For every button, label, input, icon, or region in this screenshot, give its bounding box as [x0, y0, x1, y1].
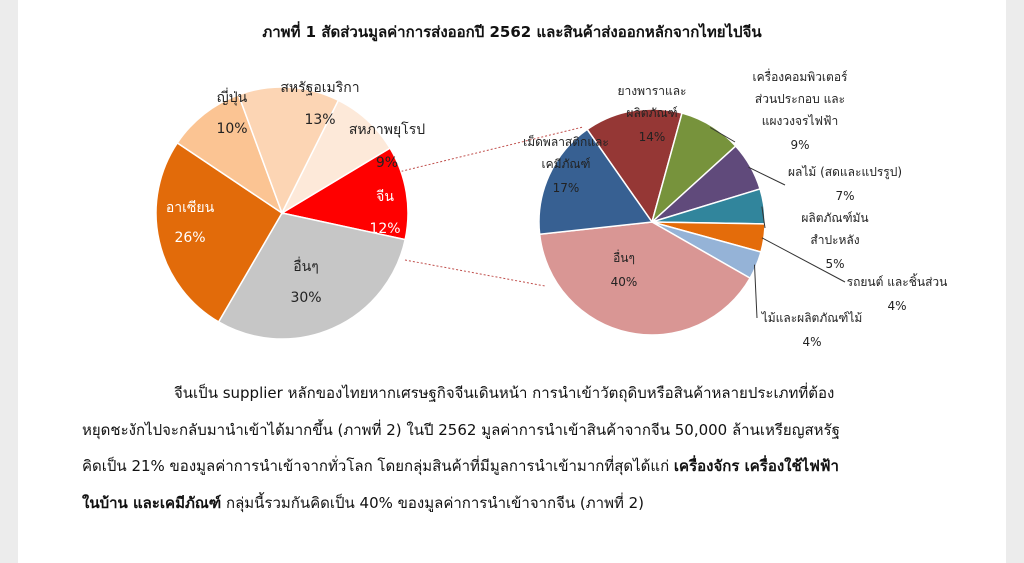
pie2-label-7-0: เม็ดพลาสติกและ [523, 134, 609, 149]
pie2-label-1-1: ส่วนประกอบ และ [755, 92, 845, 106]
pie2-slice-0 [586, 108, 683, 224]
pie2-value-3: 5% [825, 257, 844, 271]
pie2-value-0: 14% [639, 130, 666, 144]
pie1-value-3: 10% [216, 121, 247, 137]
pie2-leader-1 [709, 127, 736, 143]
pie1-label-3: ญี่ปุ่น [217, 88, 248, 106]
pie2-label-0-1: ผลิตภัณฑ์ [626, 106, 677, 120]
pie1-value-0: 12% [369, 221, 400, 237]
pie1-value-1: 30% [290, 290, 321, 306]
pie2-value-1: 9% [790, 138, 809, 152]
pie2-label-1-2: แผงวงจรไฟฟ้า [762, 114, 838, 128]
pie2-label-0-0: ยางพาราและ [618, 84, 687, 98]
paragraph-line-1: จีนเป็น supplier หลักของไทยหากเศรษฐกิจจี… [174, 384, 835, 402]
pie1-label-4: สหรัฐอเมริกา [280, 80, 359, 96]
paragraph-line-4-bold: ในบ้าน และเคมีภัณฑ์ [82, 493, 222, 512]
pie2-leader-4 [761, 237, 846, 283]
pie1-slice-0 [279, 147, 409, 241]
pie2-label-7-1: เคมีภัณฑ์ [541, 157, 590, 171]
pie2-label-4-0: รถยนต์ และชิ้นส่วน [847, 273, 948, 289]
pie1-slice-1 [217, 212, 407, 340]
pie1-slice-4 [237, 86, 340, 215]
pie1-label-0: จีน [376, 189, 394, 205]
pie-chart-export-share: จีน 12% อื่นๆ 30% อาเซียน 26% ญี่ปุ่น 10% สหรัฐอ… [155, 80, 425, 340]
pie1-slice-3 [176, 93, 284, 215]
pie2-leader-5 [754, 264, 758, 319]
connector-lines [377, 126, 584, 287]
pie2-leader-3 [761, 206, 766, 229]
pie2-label-3-0: ผลิตภัณฑ์มัน [801, 211, 868, 225]
pie1-value-4: 13% [304, 112, 335, 128]
pie1-label-2: อาเซียน [166, 200, 215, 216]
pie2-value-6: 40% [611, 275, 638, 289]
pie2-slice-7 [538, 128, 654, 236]
pie2-value-5: 4% [802, 335, 821, 349]
pie2-label-2-0: ผลไม้ (สดและแปรรูป) [788, 165, 902, 180]
body-paragraph: จีนเป็น supplier หลักของไทยหากเศรษฐกิจจี… [82, 375, 962, 521]
pie1-slice-5 [280, 99, 392, 215]
pie1-label-1: อื่นๆ [293, 257, 319, 275]
pie1-value-5: 9% [376, 155, 398, 171]
pie2-value-2: 7% [835, 189, 854, 203]
paragraph-line-2: หยุดชะงักไปจะกลับมานำเข้าได้มากขึ้น (ภาพ… [82, 420, 840, 439]
pie2-label-5-0: ไม้และผลิตภัณฑ์ไม้ [761, 311, 863, 325]
pie1-value-2: 26% [174, 230, 205, 246]
pie2-label-6-0: อื่นๆ [613, 249, 635, 265]
pie1-slice-2 [155, 141, 284, 323]
paragraph-line-3: คิดเป็น 21% ของมูลค่าการนำเข้าจากทั่วโลก… [82, 457, 674, 475]
pie2-value-7: 17% [553, 181, 580, 195]
pie2-label-3-1: สำปะหลัง [810, 233, 859, 247]
figure-canvas: จีน 12% อื่นๆ 30% อาเซียน 26% ญี่ปุ่น 10% สหรัฐอ… [155, 68, 947, 349]
pie1-label-5: สหภาพยุโรป [349, 121, 425, 138]
figure-title: ภาพที่ 1 สัดส่วนมูลค่าการส่งออกปี 2562 แ… [262, 23, 762, 41]
paragraph-line-3-bold: เครื่องจักร เครื่องใช้ไฟฟ้า [673, 457, 839, 475]
pie2-value-4: 4% [887, 299, 906, 313]
paragraph-line-4: กลุ่มนี้รวมกันคิดเป็น 40% ของมูลค่าการนำ… [221, 493, 645, 512]
pie2-label-1-0: เครื่องคอมพิวเตอร์ [753, 68, 849, 84]
pie2-leader-2 [748, 166, 786, 186]
pie2-slice-6 [538, 221, 752, 336]
